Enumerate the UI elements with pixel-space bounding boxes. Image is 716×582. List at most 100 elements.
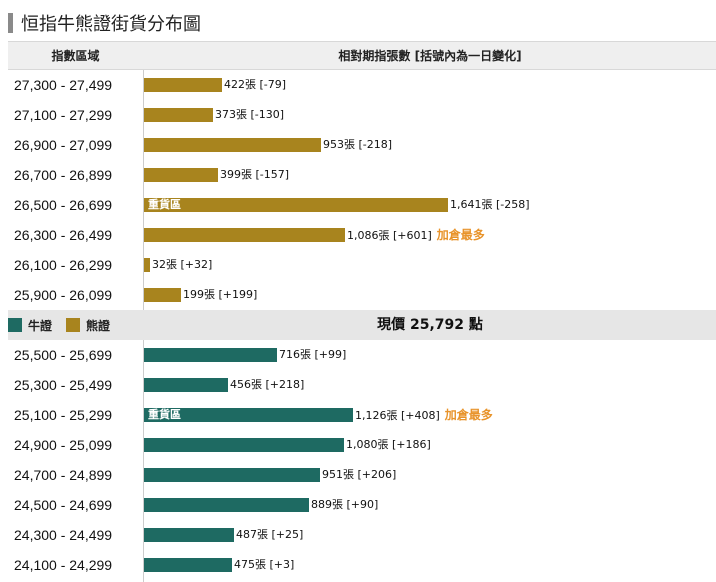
title-block: 恒指牛熊證街貨分布圖: [8, 10, 201, 36]
bear-bar: 重貨區: [144, 198, 448, 212]
bull-range-label: 24,500 - 24,699: [14, 497, 113, 513]
bull-bar: [144, 378, 228, 392]
heavy-zone-badge: 重貨區: [148, 198, 181, 211]
bear-range-label: 27,300 - 27,499: [14, 77, 113, 93]
bull-bar: [144, 558, 232, 572]
bear-row: 27,300 - 27,499 422張 [-79]: [8, 70, 716, 100]
bear-value-text: 32張 [+32]: [152, 258, 213, 271]
bear-value-text: 199張 [+199]: [183, 288, 258, 301]
bear-range-label: 26,700 - 26,899: [14, 167, 113, 183]
bull-range-label: 25,500 - 25,699: [14, 347, 113, 363]
bull-value-label: 951張 [+206]: [322, 460, 396, 490]
bear-value-label: 1,641張 [-258]: [450, 190, 530, 220]
bear-bar: [144, 228, 345, 242]
bear-row: 26,100 - 26,299 32張 [+32]: [8, 250, 716, 280]
bull-row: 24,900 - 25,099 1,080張 [+186]: [8, 430, 716, 460]
warrant-distribution-table: 指數區域 相對期指張數 [括號內為一日變化] 27,300 - 27,499 42…: [8, 41, 716, 582]
bear-value-label: 1,086張 [+601] 加倉最多: [347, 220, 485, 250]
bear-value-text: 422張 [-79]: [224, 78, 287, 91]
bull-value-text: 456張 [+218]: [230, 378, 305, 391]
bull-range-label: 24,700 - 24,899: [14, 467, 113, 483]
bear-value-text: 373張 [-130]: [215, 108, 285, 121]
bear-bar: [144, 168, 218, 182]
bear-value-label: 422張 [-79]: [224, 70, 286, 100]
legend-bull: 牛證: [8, 317, 52, 334]
bull-row: 24,100 - 24,299 475張 [+3]: [8, 550, 716, 580]
bear-value-label: 399張 [-157]: [220, 160, 289, 190]
bear-bar: [144, 138, 321, 152]
bull-value-label: 475張 [+3]: [234, 550, 294, 580]
bull-value-label: 456張 [+218]: [230, 370, 304, 400]
bear-value-label: 373張 [-130]: [215, 100, 284, 130]
bear-range-label: 26,500 - 26,699: [14, 197, 113, 213]
bear-bar: [144, 78, 222, 92]
header-range-col: 指數區域: [51, 49, 100, 63]
bull-value-label: 716張 [+99]: [279, 340, 346, 370]
legend: 牛證 熊證: [8, 310, 124, 340]
legend-bear-swatch: [66, 318, 81, 332]
bear-range-label: 27,100 - 27,299: [14, 107, 113, 123]
current-price-row: 牛證 熊證 現價 25,792 點: [8, 310, 716, 340]
bull-value-text: 889張 [+90]: [311, 498, 379, 511]
bull-bar: [144, 528, 234, 542]
bull-range-label: 25,300 - 25,499: [14, 377, 113, 393]
bull-value-text: 475張 [+3]: [234, 558, 295, 571]
bear-row: 26,300 - 26,499 1,086張 [+601] 加倉最多: [8, 220, 716, 250]
bull-range-label: 24,300 - 24,499: [14, 527, 113, 543]
bull-value-label: 1,126張 [+408] 加倉最多: [355, 400, 493, 430]
bull-row: 25,100 - 25,299 重貨區 1,126張 [+408] 加倉最多: [8, 400, 716, 430]
bear-bar: [144, 108, 213, 122]
bull-bar: 重貨區: [144, 408, 353, 422]
bear-row: 26,500 - 26,699 重貨區 1,641張 [-258]: [8, 190, 716, 220]
bull-bar: [144, 468, 320, 482]
bull-value-label: 889張 [+90]: [311, 490, 378, 520]
bull-row: 24,500 - 24,699 889張 [+90]: [8, 490, 716, 520]
bear-row: 26,900 - 27,099 953張 [-218]: [8, 130, 716, 160]
bull-value-label: 487張 [+25]: [236, 520, 303, 550]
bear-row: 25,900 - 26,099 199張 [+199]: [8, 280, 716, 310]
bear-range-label: 26,900 - 27,099: [14, 137, 113, 153]
bear-value-text: 1,086張 [+601]: [347, 229, 432, 242]
current-price: 現價 25,792 點: [377, 317, 483, 333]
bull-value-text: 716張 [+99]: [279, 348, 347, 361]
bull-value-text: 1,126張 [+408]: [355, 409, 440, 422]
legend-bull-swatch: [8, 318, 22, 332]
bear-value-text: 1,641張 [-258]: [450, 198, 530, 211]
bear-range-label: 26,300 - 26,499: [14, 227, 113, 243]
bear-value-text: 953張 [-218]: [323, 138, 393, 151]
legend-bear-label: 熊證: [86, 318, 111, 333]
bull-value-text: 1,080張 [+186]: [346, 438, 431, 451]
table-header: 指數區域 相對期指張數 [括號內為一日變化]: [8, 41, 716, 70]
bear-range-label: 25,900 - 26,099: [14, 287, 113, 303]
bear-value-label: 32張 [+32]: [152, 250, 212, 280]
page-title: 恒指牛熊證街貨分布圖: [21, 14, 201, 35]
header-value-col: 相對期指張數 [括號內為一日變化]: [338, 49, 522, 63]
legend-bear: 熊證: [66, 317, 110, 334]
bull-row: 24,300 - 24,499 487張 [+25]: [8, 520, 716, 550]
bull-value-label: 1,080張 [+186]: [346, 430, 431, 460]
bear-value-label: 199張 [+199]: [183, 280, 257, 310]
bull-range-label: 24,100 - 24,299: [14, 557, 113, 573]
bear-bar: [144, 288, 181, 302]
bear-value-text: 399張 [-157]: [220, 168, 290, 181]
bull-row: 24,700 - 24,899 951張 [+206]: [8, 460, 716, 490]
bull-bar: [144, 498, 309, 512]
title-accent-bar: [8, 13, 13, 33]
bull-range-label: 25,100 - 25,299: [14, 407, 113, 423]
bear-row: 26,700 - 26,899 399張 [-157]: [8, 160, 716, 190]
bear-range-label: 26,100 - 26,299: [14, 257, 113, 273]
heavy-zone-badge: 重貨區: [148, 408, 181, 421]
legend-bull-label: 牛證: [28, 318, 53, 333]
bull-value-text: 951張 [+206]: [322, 468, 397, 481]
bear-value-label: 953張 [-218]: [323, 130, 392, 160]
bull-bar: [144, 438, 344, 452]
bull-row: 25,300 - 25,499 456張 [+218]: [8, 370, 716, 400]
bull-range-label: 24,900 - 25,099: [14, 437, 113, 453]
bear-bar: [144, 258, 150, 272]
bear-row: 27,100 - 27,299 373張 [-130]: [8, 100, 716, 130]
bull-row: 25,500 - 25,699 716張 [+99]: [8, 340, 716, 370]
bull-bar: [144, 348, 277, 362]
most-added-note: 加倉最多: [444, 408, 493, 422]
most-added-note: 加倉最多: [436, 228, 485, 242]
bull-value-text: 487張 [+25]: [236, 528, 304, 541]
